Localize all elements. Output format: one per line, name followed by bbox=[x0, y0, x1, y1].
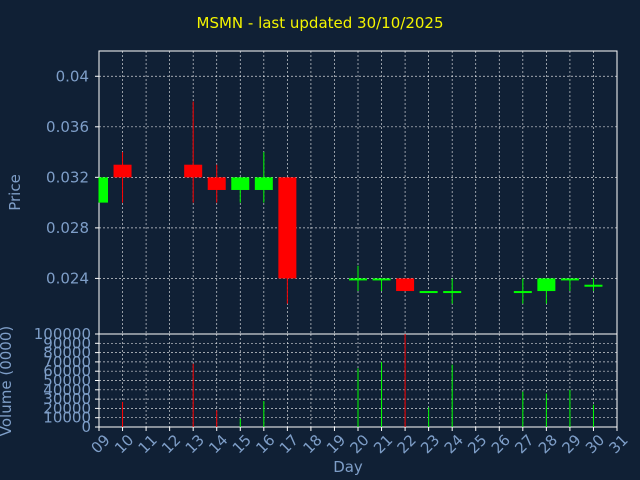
candle-body bbox=[372, 278, 391, 281]
volume-tick-label: 20000 bbox=[43, 399, 91, 417]
volume-tick-label: 0 bbox=[81, 418, 91, 436]
candle-body bbox=[99, 177, 108, 203]
candle bbox=[98, 177, 108, 203]
price-tick-label: 0.032 bbox=[46, 168, 89, 186]
volume-tick-label: 80000 bbox=[43, 344, 91, 362]
x-tick-label: 27 bbox=[511, 431, 537, 457]
candle-body bbox=[584, 284, 603, 287]
candle-body bbox=[184, 164, 203, 178]
x-tick-label: 16 bbox=[252, 431, 278, 457]
x-tick-label: 19 bbox=[323, 431, 349, 457]
candle-body bbox=[349, 278, 367, 281]
candle-body bbox=[560, 278, 579, 281]
candle-body bbox=[231, 177, 250, 190]
volume-tick-label: 100000 bbox=[34, 325, 91, 343]
candle bbox=[443, 278, 462, 304]
candle bbox=[419, 291, 438, 294]
candle bbox=[113, 152, 132, 203]
x-tick-label: 30 bbox=[582, 431, 608, 457]
x-tick-label: 29 bbox=[558, 431, 584, 457]
x-tick-label: 26 bbox=[488, 431, 514, 457]
candle-body bbox=[254, 177, 273, 190]
candle-body bbox=[396, 278, 415, 292]
x-tick-label: 24 bbox=[441, 431, 467, 457]
candle bbox=[231, 177, 250, 203]
candle-body bbox=[537, 278, 556, 292]
volume-tick-label: 40000 bbox=[43, 381, 91, 399]
price-axis-label: Price bbox=[6, 174, 24, 211]
volume-axis-label: Volume (0000) bbox=[0, 326, 15, 436]
x-tick-label: 09 bbox=[88, 431, 114, 457]
candle-body bbox=[113, 164, 132, 178]
x-tick-label: 17 bbox=[276, 431, 302, 457]
price-tick-label: 0.04 bbox=[56, 67, 89, 85]
volume-tick-label: 50000 bbox=[43, 372, 91, 390]
price-tick-label: 0.024 bbox=[46, 269, 89, 287]
candle bbox=[513, 278, 532, 304]
volume-tick-label: 60000 bbox=[43, 362, 91, 380]
x-tick-label: 14 bbox=[205, 431, 231, 457]
candle bbox=[278, 177, 297, 304]
candle bbox=[584, 278, 603, 292]
x-tick-label: 21 bbox=[370, 431, 396, 457]
x-tick-label: 12 bbox=[158, 431, 184, 457]
x-tick-label: 18 bbox=[299, 431, 325, 457]
candle bbox=[349, 265, 367, 292]
candle bbox=[207, 164, 226, 203]
candle bbox=[184, 101, 203, 203]
candle-body bbox=[278, 177, 297, 279]
candle bbox=[372, 278, 391, 292]
volume-tick-label: 10000 bbox=[43, 409, 91, 427]
x-tick-label: 20 bbox=[347, 431, 373, 457]
chart-title: MSMN - last updated 30/10/2025 bbox=[196, 14, 444, 32]
x-tick-label: 15 bbox=[229, 431, 255, 457]
candle-body bbox=[513, 291, 532, 294]
x-tick-label: 11 bbox=[135, 431, 161, 457]
volume-tick-label: 90000 bbox=[43, 334, 91, 352]
x-axis-label: Day bbox=[333, 458, 363, 476]
x-tick-label: 28 bbox=[535, 431, 561, 457]
x-tick-label: 23 bbox=[417, 431, 443, 457]
candle bbox=[254, 152, 273, 203]
volume-tick-label: 70000 bbox=[43, 353, 91, 371]
x-tick-label: 10 bbox=[111, 431, 137, 457]
candle-body bbox=[207, 177, 226, 190]
x-tick-label: 31 bbox=[606, 431, 632, 457]
candle-body bbox=[419, 291, 438, 294]
candle bbox=[396, 278, 415, 292]
candle bbox=[537, 278, 556, 304]
price-tick-label: 0.028 bbox=[46, 219, 89, 237]
x-tick-label: 25 bbox=[464, 431, 490, 457]
x-tick-label: 13 bbox=[182, 431, 208, 457]
x-tick-label: 22 bbox=[394, 431, 420, 457]
candle-body bbox=[443, 291, 462, 294]
volume-tick-label: 30000 bbox=[43, 390, 91, 408]
candle bbox=[560, 278, 579, 292]
price-tick-label: 0.036 bbox=[46, 118, 89, 136]
